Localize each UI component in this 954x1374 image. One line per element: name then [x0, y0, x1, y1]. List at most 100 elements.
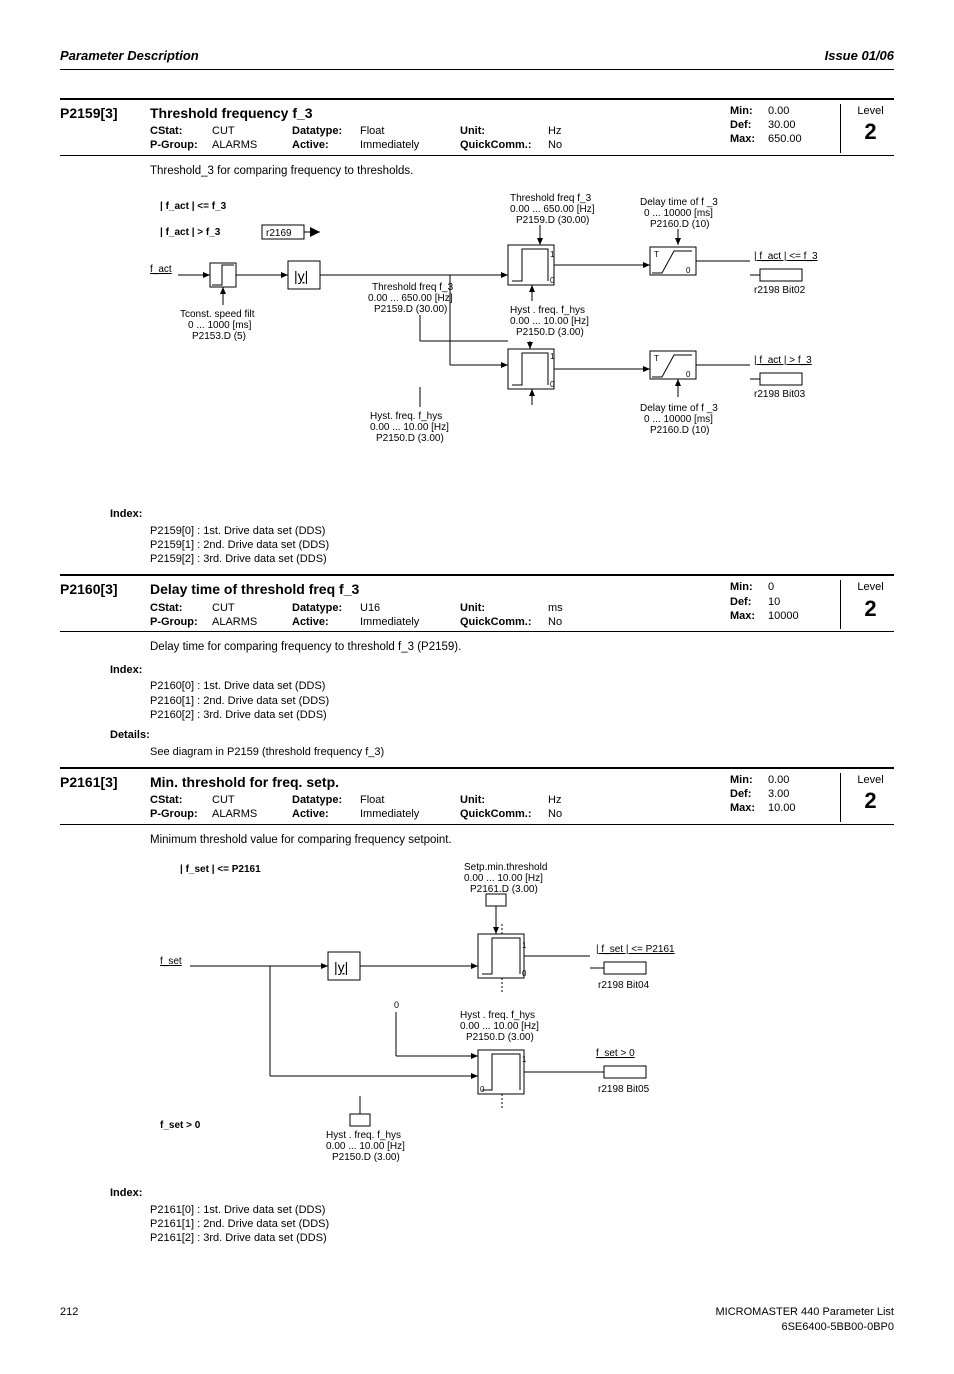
- footer-line1: MICROMASTER 440 Parameter List: [716, 1305, 895, 1319]
- svg-text:P2160.D (10): P2160.D (10): [650, 219, 709, 230]
- active-value: Immediately: [360, 138, 460, 152]
- svg-text:f_set > 0: f_set > 0: [596, 1048, 635, 1059]
- param-title: Threshold frequency f_3: [150, 104, 730, 122]
- svg-text:Threshold freq f_3: Threshold freq f_3: [372, 282, 454, 293]
- index-item: P2161[2] : 3rd. Drive data set (DDS): [150, 1231, 894, 1245]
- svg-text:Setp.min.threshold: Setp.min.threshold: [464, 862, 547, 873]
- svg-text:r2198 Bit05: r2198 Bit05: [598, 1084, 650, 1095]
- param-title: Min. threshold for freq. setp.: [150, 773, 730, 791]
- svg-text:0.00 ... 10.00 [Hz]: 0.00 ... 10.00 [Hz]: [460, 1021, 539, 1032]
- svg-text:0 ... 1000 [ms]: 0 ... 1000 [ms]: [188, 320, 252, 331]
- svg-text:Hyst. freq. f_hys: Hyst. freq. f_hys: [370, 411, 442, 422]
- svg-text:P2150.D (3.00): P2150.D (3.00): [332, 1152, 400, 1163]
- details-text: See diagram in P2159 (threshold frequenc…: [150, 745, 894, 759]
- cstat-value: CUT: [212, 124, 292, 138]
- svg-text:0.00 ... 650.00 [Hz]: 0.00 ... 650.00 [Hz]: [368, 293, 453, 304]
- svg-text:f_act: f_act: [150, 264, 172, 275]
- level-value: 2: [847, 118, 894, 147]
- param-desc: Threshold_3 for comparing frequency to t…: [150, 164, 894, 179]
- svg-text:P2159.D (30.00): P2159.D (30.00): [516, 215, 589, 226]
- pgroup-label: P-Group:: [150, 138, 212, 152]
- unit-value: Hz: [548, 124, 588, 138]
- svg-text:Threshold freq f_3: Threshold freq f_3: [510, 193, 592, 204]
- footer-line2: 6SE6400-5BB00-0BP0: [716, 1320, 895, 1334]
- svg-text:f_set > 0: f_set > 0: [160, 1120, 201, 1131]
- svg-text:r2169: r2169: [266, 228, 292, 239]
- min-value: 0.00: [768, 104, 789, 118]
- svg-text:1: 1: [522, 1055, 527, 1064]
- svg-text:P2150.D (3.00): P2150.D (3.00): [466, 1032, 534, 1043]
- svg-text:0: 0: [394, 1000, 399, 1010]
- svg-text:T: T: [654, 354, 659, 363]
- svg-text:Hyst . freq. f_hys: Hyst . freq. f_hys: [510, 305, 585, 316]
- svg-text:P2159.D (30.00): P2159.D (30.00): [374, 304, 447, 315]
- svg-text:Hyst . freq. f_hys: Hyst . freq. f_hys: [460, 1010, 535, 1021]
- svg-text:0.00 ... 10.00 [Hz]: 0.00 ... 10.00 [Hz]: [326, 1141, 405, 1152]
- index-label: Index:: [110, 1186, 894, 1200]
- svg-text:0.00 ... 10.00 [Hz]: 0.00 ... 10.00 [Hz]: [464, 873, 543, 884]
- svg-text:r2198 Bit03: r2198 Bit03: [754, 389, 806, 400]
- min-label: Min:: [730, 104, 768, 118]
- index-item: P2159[1] : 2nd. Drive data set (DDS): [150, 538, 894, 552]
- svg-text:0: 0: [550, 380, 555, 389]
- page-number: 212: [60, 1305, 78, 1334]
- datatype-value: Float: [360, 124, 460, 138]
- svg-text:| f_act | > f_3: | f_act | > f_3: [160, 227, 221, 238]
- def-value: 30.00: [768, 118, 796, 132]
- svg-text:|y|: |y|: [334, 959, 348, 975]
- def-label: Def:: [730, 118, 768, 132]
- svg-text:1: 1: [550, 352, 555, 361]
- svg-text:0: 0: [686, 370, 691, 379]
- quickcomm-value: No: [548, 138, 588, 152]
- index-item: P2160[1] : 2nd. Drive data set (DDS): [150, 694, 894, 708]
- index-item: P2159[0] : 1st. Drive data set (DDS): [150, 524, 894, 538]
- svg-text:| f_act | > f_3: | f_act | > f_3: [754, 355, 812, 366]
- svg-text:P2150.D (3.00): P2150.D (3.00): [516, 327, 584, 338]
- svg-text:0: 0: [686, 266, 691, 275]
- index-list: P2159[0] : 1st. Drive data set (DDS) P21…: [150, 524, 894, 567]
- svg-text:0 ... 10000 [ms]: 0 ... 10000 [ms]: [644, 208, 713, 219]
- header-left: Parameter Description: [60, 48, 199, 65]
- page-footer: 212 MICROMASTER 440 Parameter List 6SE64…: [60, 1305, 894, 1334]
- param-p2161: P2161[3] Min. threshold for freq. setp. …: [60, 767, 894, 1246]
- svg-text:0.00 ... 10.00 [Hz]: 0.00 ... 10.00 [Hz]: [370, 422, 449, 433]
- svg-text:f_set: f_set: [160, 956, 182, 967]
- index-item: P2160[2] : 3rd. Drive data set (DDS): [150, 708, 894, 722]
- svg-text:P2160.D (10): P2160.D (10): [650, 425, 709, 436]
- param-p2159: P2159[3] Threshold frequency f_3 CStat: …: [60, 98, 894, 567]
- index-label: Index:: [110, 663, 894, 677]
- svg-text:0: 0: [550, 276, 555, 285]
- svg-text:0.00 ... 650.00 [Hz]: 0.00 ... 650.00 [Hz]: [510, 204, 595, 215]
- cstat-label: CStat:: [150, 124, 212, 138]
- max-value: 650.00: [768, 132, 802, 146]
- svg-text:0: 0: [522, 969, 527, 978]
- max-label: Max:: [730, 132, 768, 146]
- details-label: Details:: [110, 728, 894, 742]
- svg-text:0.00 ... 10.00 [Hz]: 0.00 ... 10.00 [Hz]: [510, 316, 589, 327]
- svg-text:r2198 Bit02: r2198 Bit02: [754, 285, 806, 296]
- header-right: Issue 01/06: [825, 48, 894, 65]
- index-item: P2161[1] : 2nd. Drive data set (DDS): [150, 1217, 894, 1231]
- svg-text:Hyst . freq. f_hys: Hyst . freq. f_hys: [326, 1130, 401, 1141]
- param-desc: Delay time for comparing frequency to th…: [150, 640, 894, 655]
- svg-text:r2198 Bit04: r2198 Bit04: [598, 980, 650, 991]
- index-label: Index:: [110, 507, 894, 521]
- index-item: P2161[0] : 1st. Drive data set (DDS): [150, 1203, 894, 1217]
- index-item: P2159[2] : 3rd. Drive data set (DDS): [150, 552, 894, 566]
- svg-text:P2150.D (3.00): P2150.D (3.00): [376, 433, 444, 444]
- datatype-label: Datatype:: [292, 124, 360, 138]
- svg-text:1: 1: [522, 941, 527, 950]
- svg-text:1: 1: [550, 250, 555, 259]
- svg-text:T: T: [654, 250, 659, 259]
- param-title: Delay time of threshold freq f_3: [150, 580, 730, 598]
- param-id: P2159[3]: [60, 104, 150, 153]
- svg-text:| f_act | <= f_3: | f_act | <= f_3: [754, 251, 818, 262]
- quickcomm-label: QuickComm.:: [460, 138, 548, 152]
- unit-label: Unit:: [460, 124, 548, 138]
- param-id: P2161[3]: [60, 773, 150, 822]
- svg-text:| f_set | <= P2161: | f_set | <= P2161: [180, 864, 261, 875]
- svg-text:0: 0: [480, 1085, 485, 1094]
- svg-text:Delay time of f _3: Delay time of f _3: [640, 403, 718, 414]
- diagram-p2159: | f_act | <= f_3 | f_act | > f_3 r2169 f…: [150, 187, 894, 502]
- pgroup-value: ALARMS: [212, 138, 292, 152]
